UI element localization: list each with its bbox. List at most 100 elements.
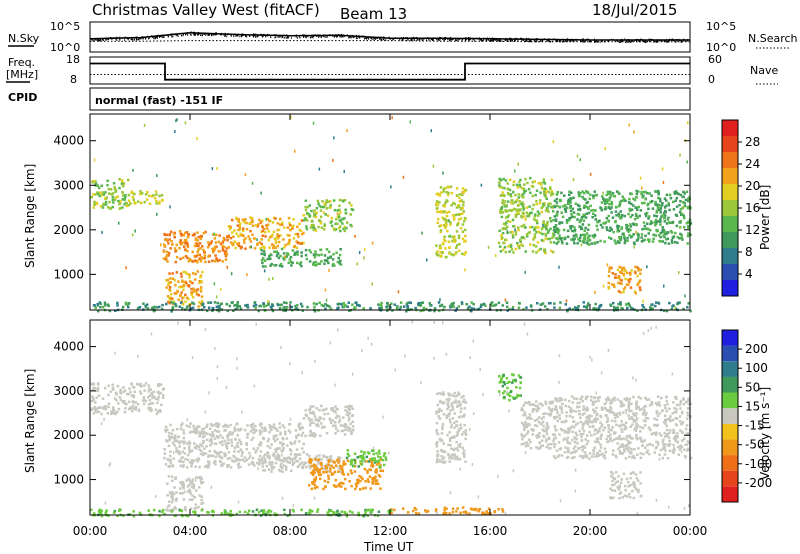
noise-point: [575, 40, 577, 42]
data-cell: [445, 416, 448, 419]
data-cell: [327, 200, 330, 204]
noise-point: [135, 37, 137, 40]
noise-point: [626, 41, 628, 43]
data-cell: [351, 407, 354, 411]
data-cell: [661, 228, 664, 232]
data-cell: [108, 309, 112, 313]
data-cell: [396, 305, 399, 308]
data-cell: [274, 450, 278, 453]
noise-point: [394, 37, 396, 39]
noise-point: [620, 39, 621, 41]
data-cell: [639, 288, 642, 292]
data-cell: [311, 473, 315, 476]
data-cell: [115, 393, 118, 396]
data-cell: [195, 506, 198, 510]
data-cell: [625, 271, 629, 274]
data-cell: [614, 220, 617, 224]
data-cell: [198, 486, 201, 489]
data-speck: [552, 140, 555, 144]
data-cell: [252, 304, 256, 308]
data-cell: [347, 416, 351, 420]
noise-point: [428, 39, 430, 41]
data-cell: [139, 201, 143, 205]
data-cell: [332, 484, 336, 487]
data-cell: [205, 438, 209, 441]
data-cell: [300, 232, 304, 236]
data-cell: [336, 407, 339, 411]
data-cell: [221, 436, 224, 439]
data-cell: [320, 303, 323, 307]
noise-point: [141, 36, 143, 38]
data-cell: [658, 197, 662, 201]
data-cell: [665, 309, 669, 313]
data-cell: [498, 185, 502, 189]
data-cell: [184, 293, 187, 297]
data-cell: [284, 468, 288, 471]
data-cell: [351, 428, 355, 432]
data-cell: [119, 200, 122, 203]
data-cell: [310, 411, 313, 415]
data-cell: [549, 442, 553, 446]
data-cell: [308, 457, 312, 461]
data-cell: [201, 270, 204, 274]
data-speck: [487, 245, 490, 249]
data-cell: [426, 509, 430, 513]
data-cell: [679, 208, 683, 211]
noise-point: [129, 37, 131, 39]
data-cell: [571, 225, 574, 228]
data-cell: [347, 429, 350, 432]
data-cell: [287, 242, 291, 246]
data-cell: [263, 461, 267, 464]
data-cell: [566, 229, 570, 233]
data-cell: [452, 238, 456, 241]
noise-point: [465, 39, 466, 41]
data-cell: [129, 405, 133, 409]
data-cell: [464, 510, 467, 513]
data-cell: [224, 428, 228, 432]
data-cell: [278, 458, 281, 462]
data-cell: [92, 193, 95, 196]
data-cell: [587, 302, 590, 305]
data-cell: [163, 244, 167, 248]
data-speck: [542, 224, 544, 227]
data-cell: [459, 217, 463, 220]
data-cell: [197, 244, 200, 248]
data-cell: [181, 480, 184, 484]
data-cell: [384, 458, 388, 461]
data-cell: [455, 441, 458, 444]
data-cell: [155, 202, 158, 205]
data-cell: [592, 194, 595, 197]
data-cell: [351, 208, 355, 212]
data-cell: [536, 405, 539, 408]
data-cell: [258, 241, 261, 244]
data-cell: [573, 215, 576, 219]
data-cell: [333, 461, 336, 464]
data-cell: [353, 470, 357, 473]
data-cell: [659, 231, 662, 235]
data-cell: [461, 433, 464, 436]
noise-point: [239, 35, 241, 38]
data-speck: [661, 167, 664, 171]
data-cell: [351, 303, 354, 306]
data-cell: [522, 187, 526, 190]
data-cell: [294, 232, 297, 236]
data-cell: [223, 245, 226, 249]
data-cell: [90, 382, 93, 386]
noise-point: [676, 39, 678, 41]
data-cell: [313, 480, 316, 483]
data-cell: [309, 466, 312, 470]
data-cell: [315, 423, 318, 426]
noise-point: [382, 37, 384, 39]
data-cell: [657, 193, 660, 196]
data-cell: [367, 480, 370, 483]
data-cell: [633, 270, 637, 273]
data-cell: [198, 448, 201, 451]
data-cell: [248, 237, 252, 241]
noise-point: [686, 39, 688, 41]
data-cell: [343, 198, 347, 202]
data-cell: [651, 240, 655, 243]
data-cell: [676, 301, 680, 305]
ytick-label: 4000: [53, 134, 84, 148]
data-cell: [238, 224, 242, 227]
noise-point: [145, 37, 147, 39]
